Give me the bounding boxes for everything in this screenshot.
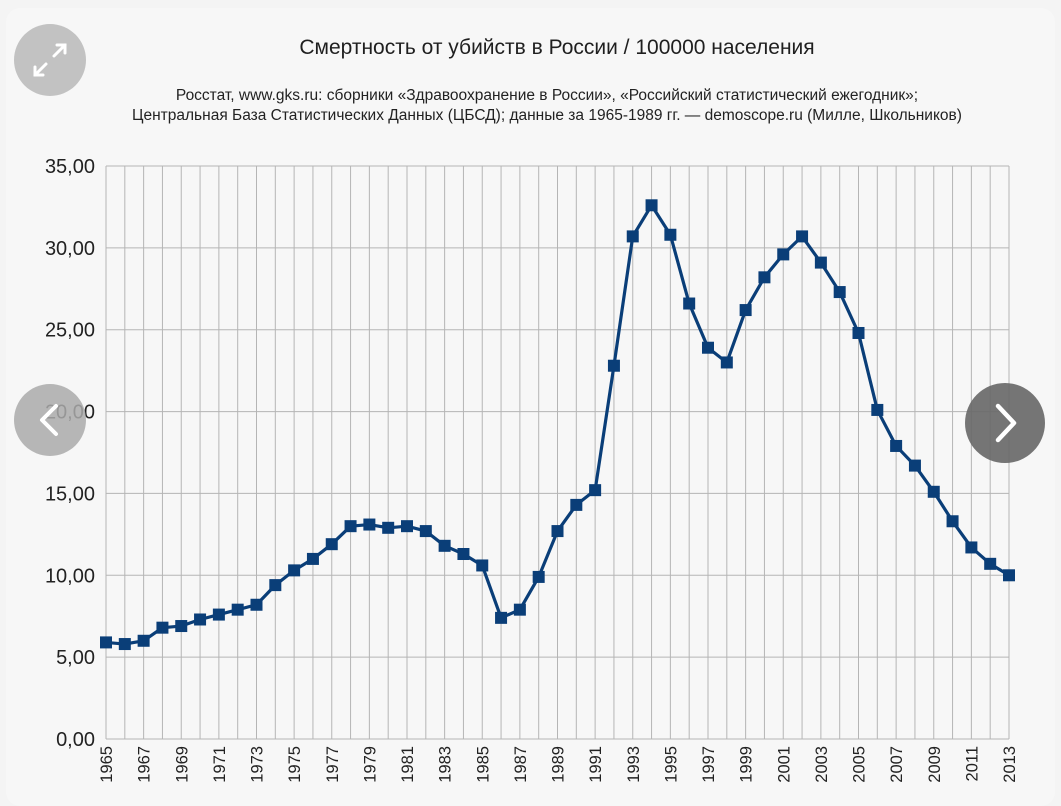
data-point	[833, 286, 846, 299]
data-point	[175, 620, 188, 633]
data-point	[212, 608, 225, 621]
chevron-left-icon	[40, 404, 58, 436]
data-point	[890, 439, 903, 452]
line-chart: Смертность от убийств в России / 100000 …	[45, 36, 1019, 783]
data-point	[325, 538, 338, 551]
x-axis-ticks: 1965 1967 1969 1971 1973 1975 1977 1979 1981 1983…	[98, 746, 1019, 783]
data-point	[683, 297, 696, 310]
data-point	[702, 341, 714, 354]
x-tick-label: 1965	[98, 746, 116, 783]
expand-arrows-icon	[33, 43, 67, 77]
data-point	[344, 520, 357, 533]
x-tick-label: 1995	[662, 746, 680, 783]
data-point	[306, 552, 319, 565]
x-tick-label: 1981	[399, 746, 417, 783]
x-tick-label: 1969	[173, 746, 191, 783]
data-point	[984, 557, 997, 570]
data-point	[288, 564, 301, 577]
data-point	[965, 541, 978, 554]
x-tick-label: 2005	[851, 746, 869, 783]
data-point	[457, 548, 470, 561]
data-point	[419, 525, 432, 538]
data-point	[777, 248, 790, 261]
chart-subtitle-line-1: Росстат, www.gks.ru: сборники «Здравоохр…	[176, 87, 918, 104]
data-point	[927, 485, 940, 498]
y-tick-label: 25,00	[45, 320, 95, 342]
chevron-right-icon	[995, 403, 1017, 443]
data-point	[194, 613, 207, 626]
data-point	[626, 230, 639, 243]
x-tick-label: 1989	[550, 746, 568, 783]
data-point	[1003, 569, 1015, 582]
chart-title: Смертность от убийств в России / 100000 …	[299, 36, 814, 59]
x-tick-label: 2003	[813, 746, 831, 783]
x-tick-label: 1985	[474, 746, 492, 783]
chart-card: Смертность от убийств в России / 100000 …	[6, 8, 1055, 806]
expand-button[interactable]	[14, 24, 86, 96]
data-point	[269, 579, 282, 592]
next-image-button[interactable]	[965, 383, 1045, 463]
x-tick-label: 1991	[587, 746, 605, 783]
data-point	[438, 539, 451, 552]
x-tick-label: 1975	[286, 746, 304, 783]
x-tick-label: 1993	[625, 746, 643, 783]
data-point	[758, 271, 771, 284]
y-tick-label: 30,00	[45, 238, 95, 260]
x-tick-label: 2013	[1001, 746, 1019, 783]
y-tick-label: 15,00	[45, 483, 95, 505]
x-tick-label: 2009	[926, 746, 944, 783]
data-point	[100, 636, 112, 649]
data-point	[796, 230, 809, 243]
data-point	[908, 459, 921, 472]
y-tick-label: 35,00	[45, 156, 95, 178]
data-point	[871, 403, 884, 416]
data-point	[739, 304, 752, 317]
data-point	[137, 634, 150, 647]
x-tick-label: 1971	[211, 746, 229, 783]
data-point	[570, 498, 583, 511]
data-point	[231, 603, 244, 616]
data-point	[664, 228, 677, 241]
series	[100, 199, 1015, 651]
previous-image-button[interactable]	[14, 384, 86, 456]
data-point	[814, 256, 827, 269]
chart-subtitle-line-2: Центральная База Статистических Данных (…	[132, 107, 962, 124]
data-point	[156, 621, 169, 634]
x-tick-label: 1979	[361, 746, 379, 783]
x-tick-label: 2011	[963, 746, 981, 781]
y-tick-label: 0,00	[56, 729, 95, 751]
grid	[105, 165, 1010, 740]
x-tick-label: 1999	[738, 746, 756, 783]
data-point	[513, 603, 526, 616]
data-point	[363, 518, 376, 531]
data-point	[645, 199, 658, 212]
data-point	[382, 521, 395, 534]
data-point	[476, 559, 489, 572]
x-tick-label: 2001	[775, 746, 793, 783]
x-tick-label: 2007	[888, 746, 906, 783]
y-tick-label: 5,00	[56, 647, 95, 669]
data-point	[852, 326, 865, 339]
x-tick-label: 1987	[512, 746, 530, 783]
x-tick-label: 1977	[324, 746, 342, 783]
data-point	[250, 598, 263, 611]
x-tick-label: 1997	[700, 746, 718, 783]
data-point	[495, 611, 508, 624]
data-point	[118, 638, 131, 651]
data-point	[532, 570, 545, 583]
data-point	[946, 515, 959, 528]
data-point	[607, 359, 620, 372]
data-point	[551, 525, 564, 538]
x-tick-label: 1983	[437, 746, 455, 783]
data-point	[720, 356, 733, 369]
x-tick-label: 1973	[249, 746, 267, 783]
x-tick-label: 1967	[136, 746, 154, 783]
y-tick-label: 10,00	[45, 565, 95, 587]
data-point	[589, 484, 602, 497]
data-point	[401, 520, 413, 533]
